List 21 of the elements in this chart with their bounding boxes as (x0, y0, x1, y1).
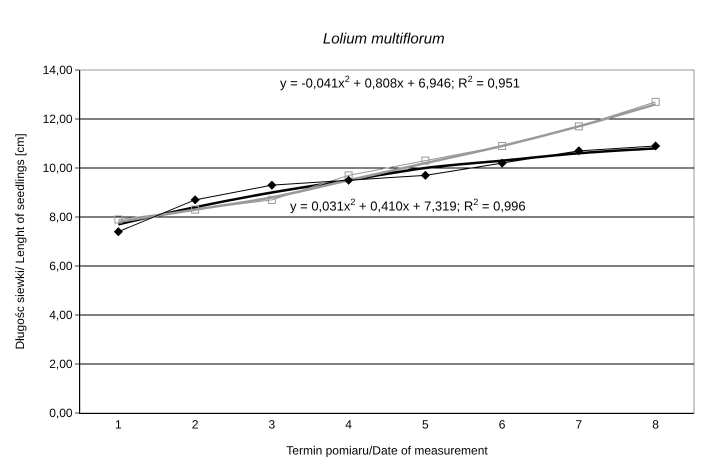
x-tick-label: 3 (268, 417, 276, 432)
y-tick-label: 8,00 (49, 210, 73, 224)
annotation: y = -0,041x$^{2}$ + 0,808x + 6,946; R$^{2}$ = 0,951 (280, 74, 520, 90)
chart-title: Lolium multiflorum (322, 30, 445, 48)
x-tick-label: 6 (498, 417, 506, 432)
x-axis-title: Termin pomiaru/Date of measurement (286, 443, 488, 458)
y-axis-title: Długośc siewki/ Lenght of seedlings [cm] (12, 133, 27, 350)
x-tick-label: 2 (192, 417, 199, 432)
y-tick-label: 12,00 (42, 112, 73, 126)
x-tick-label: 5 (422, 417, 430, 432)
x-tick-label: 1 (115, 417, 122, 432)
y-tick-label: 10,00 (42, 161, 73, 176)
x-tick-label: 8 (652, 417, 660, 432)
y-tick-label: 14,00 (42, 63, 73, 78)
y-tick-label: 6,00 (49, 259, 73, 274)
x-tick-label: 4 (345, 417, 352, 432)
y-tick-label: 2,00 (49, 357, 73, 372)
y-tick-label: 0,00 (49, 406, 73, 420)
x-tick-label: 7 (576, 417, 583, 432)
y-tick-label: 4,00 (49, 308, 73, 322)
annotation: y = 0,031x$^{2}$ + 0,410x + 7,319; R$^{2}$ = 0,996 (290, 197, 526, 214)
